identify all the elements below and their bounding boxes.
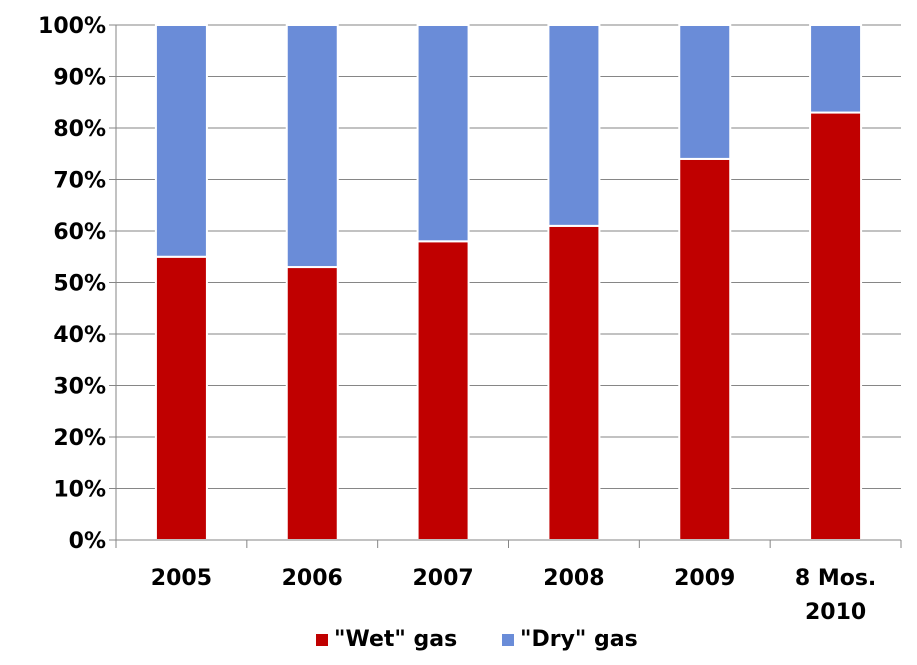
x-tick-label: 2008: [543, 566, 604, 591]
gridlines: [116, 24, 901, 489]
y-tick-label: 60%: [53, 220, 106, 245]
x-tick-label: 2006: [282, 566, 343, 591]
y-tick-label: 50%: [53, 272, 106, 297]
y-tick-label: 30%: [53, 375, 106, 400]
y-tick-label: 100%: [38, 14, 106, 39]
y-tick-label: 70%: [53, 169, 106, 194]
x-tick-labels: 2005 2006 2007 2008 2009 8 Mos. 2010: [151, 566, 877, 625]
bar-segment-wet-gas: [547, 224, 601, 541]
bar-segment-wet-gas: [809, 111, 863, 542]
bar-segment-wet-gas: [285, 266, 339, 541]
y-tick-label: 90%: [53, 66, 106, 91]
y-tick-label: 20%: [53, 426, 106, 451]
bar-segment-dry-gas: [416, 24, 470, 243]
y-tick-label: 0%: [69, 529, 106, 554]
y-tick-labels: 0% 10% 20% 30% 40% 50% 60% 70% 80% 90% 100%: [38, 14, 106, 554]
legend-label-wet-gas: "Wet" gas: [334, 627, 457, 652]
bar-segment-dry-gas: [809, 24, 863, 114]
y-tick-label: 80%: [53, 117, 106, 142]
legend-swatch-dry-gas: [502, 634, 514, 646]
bar-segment-wet-gas: [416, 240, 470, 542]
x-tick-label: 2005: [151, 566, 212, 591]
bar-segment-dry-gas: [547, 24, 601, 227]
bar-segment-wet-gas: [154, 255, 208, 541]
x-tick-label: 2007: [412, 566, 473, 591]
legend-swatch-wet-gas: [316, 634, 328, 646]
y-tick-label: 10%: [53, 478, 106, 503]
bar-segment-dry-gas: [154, 24, 208, 258]
axes: [109, 24, 902, 548]
bar-segment-dry-gas: [285, 24, 339, 269]
bar-segment-wet-gas: [678, 157, 732, 541]
legend: "Wet" gas "Dry" gas: [316, 627, 638, 652]
x-tick-label: 8 Mos. 2010: [795, 566, 876, 625]
y-tick-label: 40%: [53, 323, 106, 348]
bar-segment-dry-gas: [678, 24, 732, 160]
legend-label-dry-gas: "Dry" gas: [520, 627, 638, 652]
x-tick-label: 2009: [674, 566, 735, 591]
